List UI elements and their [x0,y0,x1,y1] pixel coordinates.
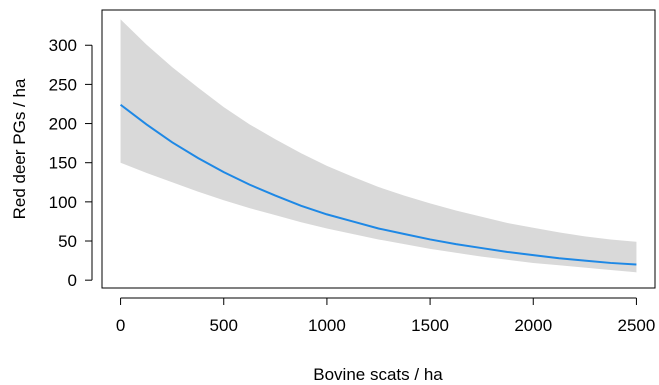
y-axis-title: Red deer PGs / ha [10,78,29,219]
fitted-line [119,103,637,266]
x-tick-label: 2000 [514,316,552,335]
x-axis: 0 500 1000 1500 2000 2500 [116,297,656,335]
x-tick-label: 500 [210,316,238,335]
y-tick-label: 50 [58,232,77,251]
y-tick-label: 200 [49,115,77,134]
y-tick-label: 150 [49,154,77,173]
y-axis: 0 50 100 150 200 250 300 [49,36,93,290]
x-tick-label: 1500 [411,316,449,335]
x-axis-title: Bovine scats / ha [313,365,443,384]
x-tick-label: 2500 [618,316,656,335]
y-tick-label: 250 [49,75,77,94]
y-tick-label: 300 [49,36,77,55]
plot-frame [101,9,656,289]
y-tick-label: 0 [68,271,77,290]
confidence-band [120,19,637,273]
x-tick-label: 0 [116,316,125,335]
plot-area [119,19,637,273]
y-tick-label: 100 [49,193,77,212]
x-tick-label: 1000 [308,316,346,335]
